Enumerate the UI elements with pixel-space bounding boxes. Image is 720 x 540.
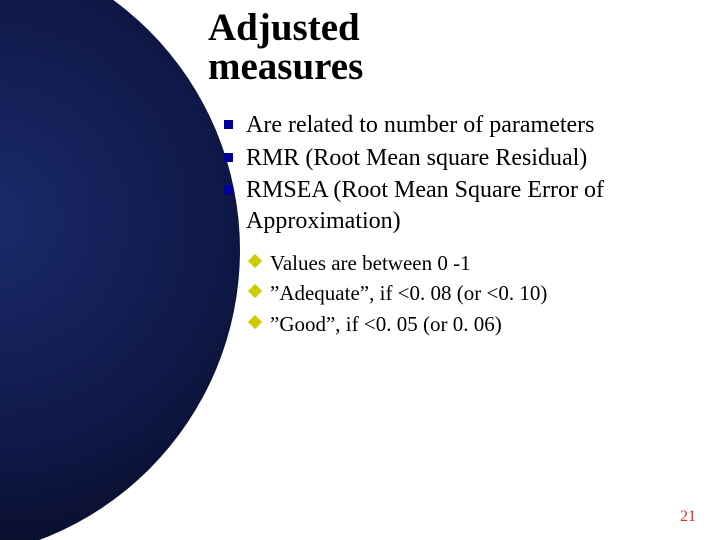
sub-bullet-item: ”Good”, if <0. 05 (or 0. 06) [246, 310, 698, 338]
bullet-text: RMSEA (Root Mean Square Error of Approxi… [246, 177, 604, 234]
bullet-item: RMR (Root Mean square Residual) [218, 143, 698, 174]
sub-bullet-item: Values are between 0 -1 [246, 249, 698, 277]
bullet-text: Are related to number of parameters [246, 112, 595, 138]
page-number: 21 [680, 508, 696, 526]
sub-bullet-list: Values are between 0 -1 ”Adequate”, if <… [246, 249, 698, 338]
bullet-text: RMR (Root Mean square Residual) [246, 145, 587, 171]
bullet-item: RMSEA (Root Mean Square Error of Approxi… [218, 175, 698, 236]
main-bullet-list: Are related to number of parameters RMR … [218, 110, 698, 237]
slide-title: Adjusted measures [208, 8, 698, 86]
sub-bullet-text: Values are between 0 -1 [270, 251, 471, 275]
bullet-item: Are related to number of parameters [218, 110, 698, 141]
sub-bullet-text: ”Adequate”, if <0. 08 (or <0. 10) [270, 281, 547, 305]
title-line-2: measures [208, 45, 363, 88]
title-line-1: Adjusted [208, 6, 360, 49]
slide-content: Adjusted measures Are related to number … [208, 8, 698, 340]
background-circle [0, 0, 240, 540]
sub-bullet-text: ”Good”, if <0. 05 (or 0. 06) [270, 312, 502, 336]
sub-bullet-item: ”Adequate”, if <0. 08 (or <0. 10) [246, 279, 698, 307]
